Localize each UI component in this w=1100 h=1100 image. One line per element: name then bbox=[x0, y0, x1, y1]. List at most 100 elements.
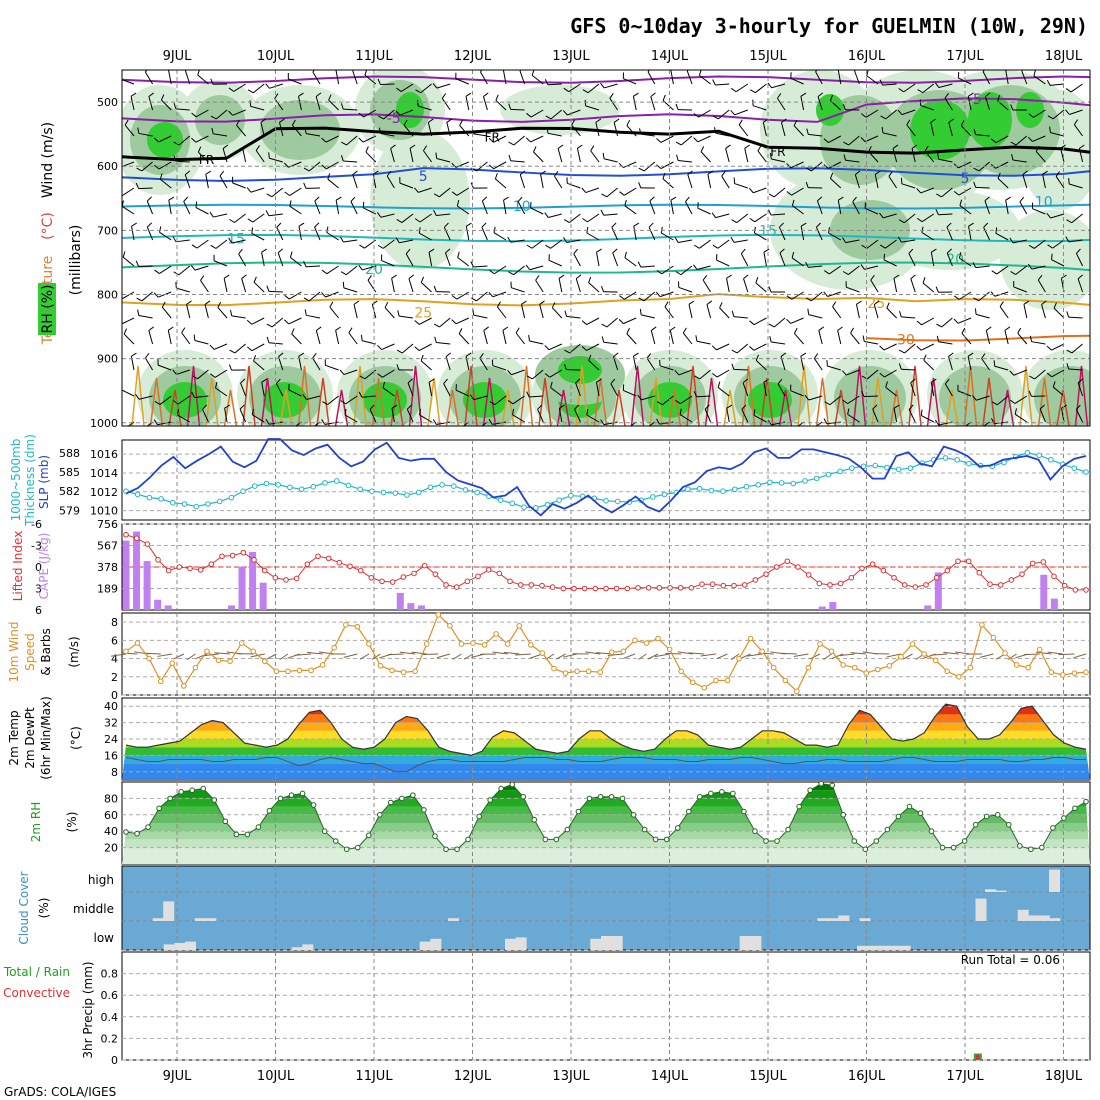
rh-line-point bbox=[950, 844, 957, 851]
lifted-line-point bbox=[197, 567, 204, 573]
wind-barb-flag bbox=[841, 370, 847, 376]
ytick-temp: 8 bbox=[111, 766, 118, 779]
wind-barb-10m bbox=[1007, 653, 1017, 660]
wind-barb bbox=[530, 109, 544, 118]
ylabel-rh: RH (%) bbox=[40, 285, 56, 334]
wind-barb-flag bbox=[601, 336, 605, 343]
wind-barb bbox=[901, 183, 916, 189]
wind-barb bbox=[315, 330, 321, 345]
wind-barb bbox=[405, 253, 414, 267]
wind-barb-10m bbox=[436, 653, 450, 659]
rh-line-point bbox=[796, 803, 802, 810]
cloud-bar bbox=[1038, 915, 1050, 921]
wind-barb-flag bbox=[595, 118, 602, 123]
wind-barb bbox=[159, 178, 172, 189]
wind-barb bbox=[778, 226, 786, 241]
wind-barb bbox=[335, 200, 340, 215]
wind-barb-flag bbox=[153, 292, 159, 298]
wind-barb bbox=[624, 205, 637, 215]
run-total: Run Total = 0.06 bbox=[961, 953, 1060, 967]
wind-barb-flag bbox=[633, 222, 640, 227]
lifted-line-point bbox=[485, 567, 492, 573]
wind-barb bbox=[369, 409, 377, 423]
wind-speed-line-point bbox=[435, 612, 442, 618]
wind-barb bbox=[1033, 75, 1046, 85]
wind-barb-flag bbox=[602, 152, 605, 159]
wind-speed-line-point bbox=[447, 622, 453, 629]
thickness-line-point bbox=[603, 498, 609, 504]
lifted-line-point bbox=[165, 567, 172, 574]
cape-bar bbox=[238, 566, 246, 610]
wind-barb bbox=[763, 252, 767, 267]
wind-barb bbox=[550, 109, 563, 120]
wind-barb bbox=[961, 125, 972, 137]
wind-barb bbox=[753, 187, 767, 194]
wind-barb bbox=[146, 421, 153, 426]
wind-barb bbox=[661, 265, 674, 275]
wind-barb-flag bbox=[414, 187, 419, 193]
lifted-line-point bbox=[336, 559, 343, 566]
thickness-line-point bbox=[696, 485, 703, 492]
wind-barb-flag bbox=[445, 248, 451, 254]
wind-barb-flag bbox=[246, 187, 252, 193]
wind-speed-line-point bbox=[238, 640, 245, 646]
wind-barb-flag bbox=[340, 103, 344, 110]
ytick-wind: 2 bbox=[111, 671, 118, 684]
wind-speed-line-point bbox=[898, 653, 904, 660]
panel-slp bbox=[121, 439, 1091, 521]
wind-barb bbox=[763, 382, 767, 397]
wind-barb bbox=[401, 343, 414, 354]
wind-barb bbox=[566, 315, 581, 319]
wind-barb bbox=[348, 332, 358, 345]
wind-barb-flag bbox=[959, 199, 963, 206]
wind-barb bbox=[462, 421, 470, 426]
isotherm-label: -5 bbox=[387, 111, 401, 127]
thickness-line-point bbox=[720, 488, 726, 495]
ytick-cape: 567 bbox=[97, 540, 118, 553]
isotherm-lowlevel bbox=[297, 365, 312, 426]
wind-barb-flag bbox=[391, 274, 397, 279]
wind-barb-flag bbox=[480, 70, 483, 73]
wind-barb bbox=[848, 265, 860, 275]
wind-barb-flag bbox=[173, 155, 177, 162]
rh-line-point bbox=[399, 795, 405, 802]
wind-barb-flag bbox=[117, 320, 121, 324]
wind-barb-flag bbox=[414, 218, 421, 223]
wind-barb-flag bbox=[303, 297, 310, 302]
wind-barb-flag bbox=[954, 295, 960, 300]
wind-barb-flag bbox=[1051, 253, 1053, 260]
wind-barb bbox=[497, 306, 507, 319]
wind-barb-flag bbox=[749, 345, 755, 351]
ytick-rh: 20 bbox=[104, 842, 118, 855]
cape-bar bbox=[829, 602, 837, 610]
wind-barb bbox=[938, 83, 953, 89]
wind-barb-flag bbox=[471, 427, 476, 430]
rh-line-point bbox=[597, 793, 604, 800]
date-label-top: 15JUL bbox=[749, 49, 787, 64]
wind-barb bbox=[910, 278, 916, 293]
rh-line-point bbox=[873, 838, 880, 844]
wind-barb-flag bbox=[531, 70, 535, 76]
wind-barb bbox=[306, 395, 321, 400]
wind-speed-line-point bbox=[285, 668, 291, 675]
wind-barb bbox=[983, 227, 991, 241]
wind-barb bbox=[660, 161, 674, 170]
wind-barb-flag bbox=[823, 418, 828, 425]
wind-barb bbox=[213, 213, 228, 218]
wind-barb bbox=[408, 278, 414, 293]
wind-barb bbox=[613, 122, 619, 137]
lifted-line-point bbox=[293, 575, 300, 582]
wind-barb bbox=[183, 201, 191, 215]
wind-barb-flag bbox=[1061, 404, 1067, 409]
wind-barb-flag bbox=[359, 375, 366, 380]
wind-speed-line-point bbox=[1025, 664, 1031, 671]
rh-line-point bbox=[553, 836, 560, 843]
wind-barb bbox=[808, 133, 823, 137]
lifted-line-point bbox=[507, 578, 513, 585]
wind-barb-10m bbox=[793, 653, 809, 657]
wind-barb-flag bbox=[304, 427, 309, 430]
ylabel-rh-unit: (%) bbox=[65, 812, 79, 833]
ytick-lifted: -3 bbox=[31, 540, 42, 553]
wind-barb bbox=[609, 98, 619, 111]
wind-barb bbox=[911, 148, 916, 163]
